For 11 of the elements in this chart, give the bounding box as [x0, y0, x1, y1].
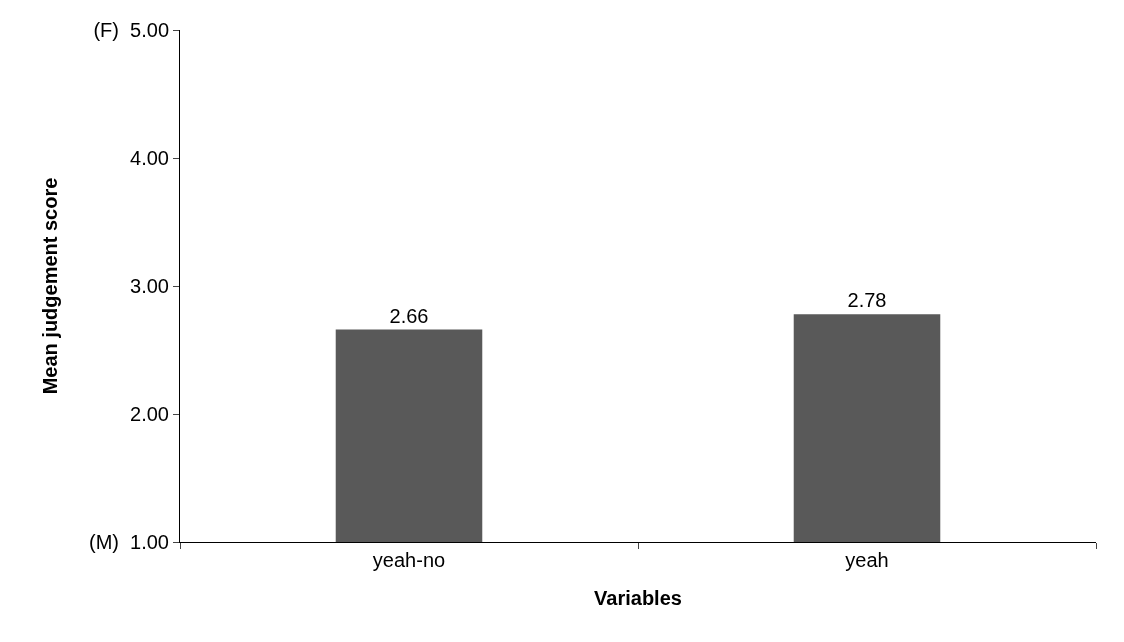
- y-tick-label: (F) 5.00: [93, 19, 169, 41]
- x-axis-title: Variables: [594, 586, 682, 609]
- data-label: 2.66: [389, 304, 429, 327]
- y-tick-label: 3.00: [130, 275, 169, 297]
- y-tick-label: 4.00: [130, 147, 169, 169]
- y-axis-title: Mean judgement score: [39, 177, 62, 395]
- y-tick-label: 2.00: [130, 403, 169, 425]
- data-label: 2.78: [847, 289, 887, 312]
- x-tick-label: yeah-no: [372, 549, 446, 571]
- y-tick-label: (M) 1.00: [88, 531, 169, 553]
- x-tick-label: yeah: [845, 549, 889, 571]
